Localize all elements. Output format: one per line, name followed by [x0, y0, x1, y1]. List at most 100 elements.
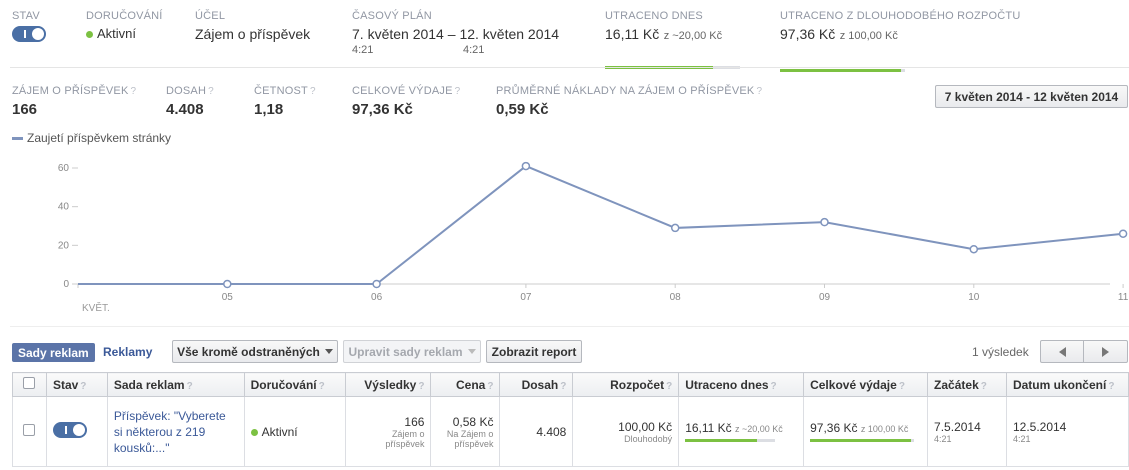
select-all-checkbox[interactable]: [23, 377, 36, 389]
y-tick-label-zero: 0: [63, 279, 69, 290]
delivery-label: DORUČOVÁNÍ: [86, 10, 163, 22]
row-reach-cell: 4.408: [499, 396, 574, 467]
help-icon[interactable]: ?: [208, 86, 214, 97]
row-status-cell: [45, 396, 108, 467]
col-header-total-spent[interactable]: Celkové výdaje?: [803, 372, 929, 397]
metric-label-frequency: ČETNOST?: [254, 85, 316, 97]
help-icon[interactable]: ?: [898, 380, 905, 392]
col-header-results[interactable]: Výsledky?: [344, 372, 432, 397]
row-results-cell: 166 Zájem o příspěvek: [344, 396, 432, 467]
row-end-value: 12.5.2014: [1012, 419, 1067, 434]
help-icon[interactable]: ?: [560, 380, 567, 392]
col-header-budget[interactable]: Rozpočet?: [572, 372, 680, 397]
col-header-delivery[interactable]: Doručování?: [243, 372, 346, 397]
arrow-left-icon: [1058, 346, 1066, 357]
help-icon[interactable]: ?: [454, 86, 461, 97]
ad-set-name-link[interactable]: Příspěvek: "Vyberete si některou z 219 k…: [113, 408, 226, 455]
y-tick-label: 60: [58, 163, 70, 174]
legend-swatch: [12, 136, 23, 140]
active-dot-icon: [250, 428, 258, 436]
help-icon[interactable]: ?: [770, 380, 777, 392]
data-point: [521, 161, 531, 171]
schedule-end-time: 4:21: [463, 44, 485, 56]
help-icon[interactable]: ?: [130, 86, 137, 97]
select-all-checkbox-cell[interactable]: [12, 372, 47, 397]
ad-sets-table: Stav? Sada reklam? Doručování? Výsledky?…: [12, 372, 1129, 467]
col-header-status[interactable]: Stav?: [45, 372, 108, 397]
row-start-time: 4:21: [934, 433, 952, 444]
help-icon[interactable]: ?: [1108, 380, 1115, 392]
row-results-sub: Zájem o příspěvek: [385, 428, 425, 449]
row-results-value: 166: [404, 414, 425, 429]
metric-value-frequency: 1,18: [254, 101, 284, 118]
metric-value-total-spent: 97,36 Kč: [352, 101, 413, 118]
help-icon[interactable]: ?: [186, 380, 193, 392]
row-checkbox[interactable]: [23, 424, 36, 436]
view-report-button[interactable]: Zobrazit report: [486, 340, 582, 363]
schedule-start-time: 4:21: [352, 44, 374, 56]
row-reach-value: 4.408: [536, 424, 567, 439]
row-cost-cell: 0,58 Kč Na Zájem o příspěvek: [430, 396, 501, 467]
data-point: [372, 279, 381, 289]
arrow-right-icon: [1102, 346, 1109, 357]
campaign-status-toggle[interactable]: [12, 26, 46, 42]
row-spent-today-of: z ~20,00 Kč: [735, 424, 783, 434]
row-total-spent-progress: [810, 439, 915, 442]
data-point: [969, 244, 979, 254]
help-icon[interactable]: ?: [309, 86, 316, 97]
row-cost-value: 0,58 Kč: [452, 414, 494, 429]
help-icon[interactable]: ?: [487, 380, 494, 392]
col-header-start[interactable]: Začátek?: [927, 372, 1007, 397]
row-delivery-cell: Aktivní: [243, 396, 346, 467]
next-page-button[interactable]: [1083, 340, 1128, 363]
spent-lifetime-label: UTRACENO Z DLOUHODOBÉHO ROZPOČTU: [780, 10, 1021, 22]
help-icon[interactable]: ?: [756, 86, 763, 97]
data-point: [223, 279, 232, 289]
status-label: STAV: [12, 10, 40, 22]
chart-legend: Zaujetí příspěvkem stránky: [12, 131, 171, 145]
help-icon[interactable]: ?: [80, 380, 87, 392]
spent-lifetime-value: 97,36 Kč z 100,00 Kč: [780, 26, 898, 42]
metric-value-avg-cost: 0,59 Kč: [496, 101, 549, 118]
series-line: [78, 164, 1124, 285]
col-header-ad-set[interactable]: Sada reklam?: [106, 372, 245, 397]
row-budget-value: 100,00 Kč: [618, 419, 673, 434]
row-total-spent-cell: 97,36 Kč z 100,00 Kč: [803, 396, 929, 467]
prev-page-button[interactable]: [1040, 340, 1084, 363]
x-tick-label: 06: [371, 292, 383, 303]
row-spent-today-value: 16,11 Kč: [685, 421, 732, 435]
x-tick-label: 05: [222, 292, 234, 303]
objective-label: ÚČEL: [195, 10, 226, 22]
data-point: [670, 223, 680, 233]
row-end-cell: 12.5.2014 4:21: [1005, 396, 1129, 467]
help-icon[interactable]: ?: [418, 380, 425, 392]
row-checkbox-cell[interactable]: [12, 396, 47, 467]
edit-ad-sets-dropdown[interactable]: Upravit sady reklam: [343, 340, 481, 363]
col-header-cost[interactable]: Cena?: [430, 372, 501, 397]
col-header-spent-today[interactable]: Utraceno dnes?: [678, 372, 805, 397]
tab-ad-sets[interactable]: Sady reklam: [12, 343, 95, 362]
spent-today-label: UTRACENO DNES: [605, 10, 703, 22]
col-header-reach[interactable]: Dosah?: [499, 372, 574, 397]
divider: [10, 326, 1129, 327]
help-icon[interactable]: ?: [980, 380, 987, 392]
row-total-spent-value: 97,36 Kč: [810, 421, 858, 435]
tab-ads[interactable]: Reklamy: [103, 345, 153, 359]
active-dot-icon: [86, 31, 93, 39]
help-icon[interactable]: ?: [666, 380, 673, 392]
row-end-time: 4:21: [1012, 433, 1031, 444]
row-start-cell: 7.5.2014 4:21: [927, 396, 1007, 467]
date-range-button[interactable]: 7 květen 2014 - 12 květen 2014: [935, 85, 1128, 108]
x-tick-label: 10: [968, 292, 980, 303]
engagement-line-chart: 20 40 60 0 05 06 07 08 09 10 11 KVĚT.: [58, 161, 1129, 314]
help-icon[interactable]: ?: [318, 380, 325, 392]
spent-lifetime-progress: [780, 69, 905, 72]
row-budget-sub: Dlouhodobý: [624, 433, 673, 444]
row-total-spent-of: z 100,00 Kč: [860, 424, 909, 434]
x-tick-label: 09: [819, 292, 831, 303]
x-month-label: KVĚT.: [82, 301, 110, 314]
chevron-down-icon: [324, 349, 333, 354]
col-header-end-date[interactable]: Datum ukončení?: [1005, 372, 1129, 397]
filter-dropdown[interactable]: Vše kromě odstraněných: [172, 340, 338, 363]
ad-set-status-toggle[interactable]: [52, 422, 87, 438]
